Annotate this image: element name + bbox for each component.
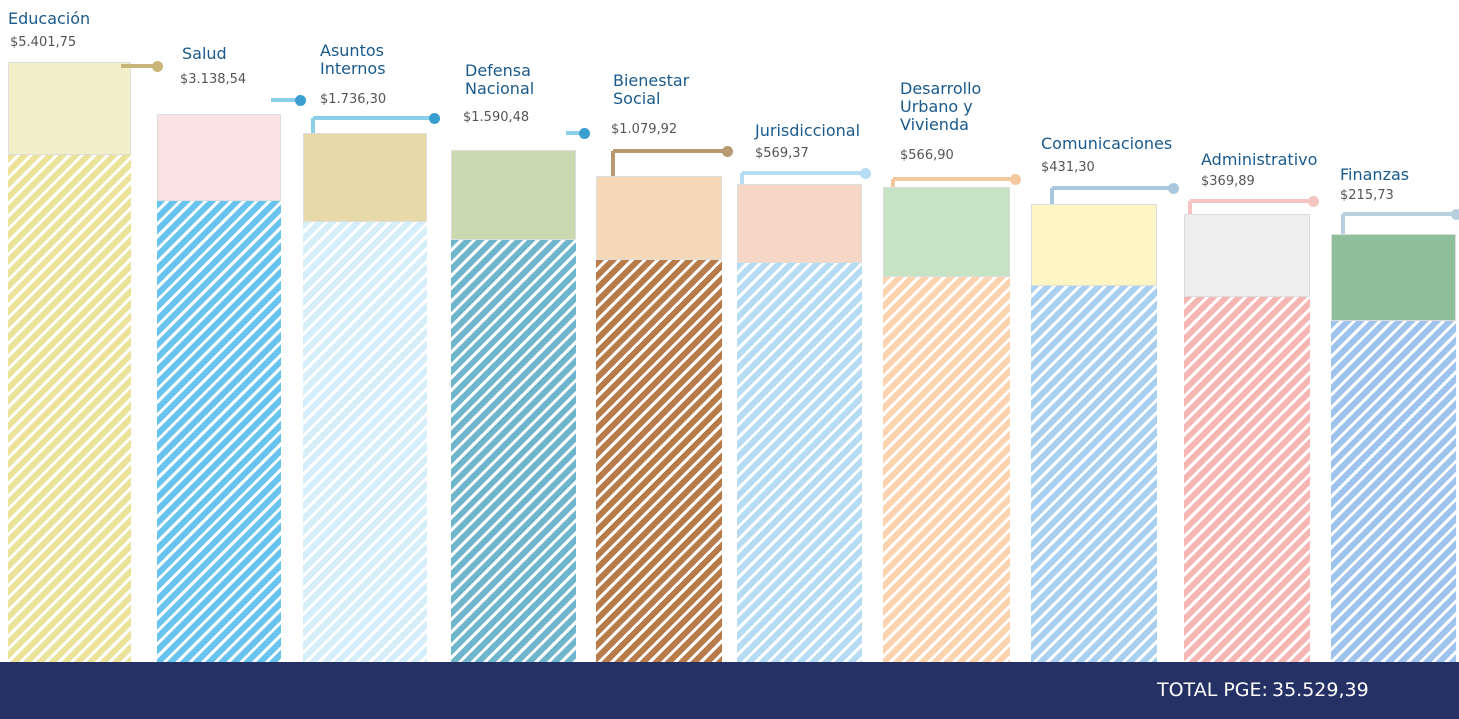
bar (596, 260, 722, 662)
category-amount: $1.079,92 (611, 122, 677, 137)
connector (891, 179, 895, 187)
bar (737, 263, 862, 662)
illustration (157, 114, 281, 201)
category-amount: $431,30 (1041, 160, 1095, 175)
illustration (303, 133, 427, 222)
connector (313, 116, 433, 120)
illustration (1031, 204, 1157, 286)
connector-dot (722, 146, 733, 157)
total-value: 35.529,39 (1272, 679, 1369, 701)
connector (311, 118, 315, 133)
connector-dot (1010, 174, 1021, 185)
category-name: Defensa Nacional (465, 62, 565, 98)
connector (611, 151, 615, 176)
category-amount: $369,89 (1201, 174, 1255, 189)
connector-dot (152, 61, 163, 72)
footer: TOTAL PGE: 35.529,39 (0, 662, 1459, 719)
category-name: Desarrollo Urbano y Vivienda (900, 80, 1010, 134)
category-name: Administrativo (1201, 151, 1321, 169)
connector-dot (1168, 183, 1179, 194)
bar (303, 222, 427, 662)
category-amount: $1.590,48 (463, 110, 529, 125)
connector (1341, 214, 1345, 234)
category-name: Salud (182, 45, 282, 63)
category-amount: $569,37 (755, 146, 809, 161)
category-name: Bienestar Social (613, 72, 713, 108)
bar (1184, 297, 1310, 662)
connector-dot (429, 113, 440, 124)
category-amount: $5.401,75 (10, 35, 76, 50)
bar (1331, 321, 1456, 662)
total-label: TOTAL PGE: (1157, 679, 1268, 701)
category-amount: $1.736,30 (320, 92, 386, 107)
connector-dot (295, 95, 306, 106)
connector (1190, 199, 1312, 203)
illustration (596, 176, 722, 260)
category-name: Finanzas (1340, 166, 1440, 184)
bar (1031, 286, 1157, 662)
illustration (8, 62, 131, 155)
bar (8, 155, 131, 662)
connector (742, 171, 864, 175)
connector-dot (1308, 196, 1319, 207)
connector (1052, 186, 1172, 190)
illustration (1331, 234, 1456, 321)
illustration (1184, 214, 1310, 297)
connector (740, 173, 744, 184)
infographic: TOTAL PGE: 35.529,39 Educación $5.401,75 S… (0, 0, 1459, 719)
connector (1050, 188, 1054, 204)
category-amount: $215,73 (1340, 188, 1394, 203)
category-name: Jurisdiccional (755, 122, 875, 140)
connector (121, 64, 156, 68)
category-name: Educación (8, 10, 148, 28)
bar (451, 240, 576, 662)
connector (1343, 212, 1455, 216)
illustration (883, 187, 1010, 277)
category-amount: $566,90 (900, 148, 954, 163)
illustration (737, 184, 862, 263)
connector (613, 149, 726, 153)
category-name: Asuntos Internos (320, 42, 420, 78)
category-name: Comunicaciones (1041, 135, 1191, 153)
illustration (451, 150, 576, 240)
connector-dot (1451, 209, 1459, 220)
connector-dot (579, 128, 590, 139)
connector (893, 177, 1014, 181)
connector-dot (860, 168, 871, 179)
connector (1188, 201, 1192, 214)
bar (157, 201, 281, 662)
category-amount: $3.138,54 (180, 72, 246, 87)
bar (883, 277, 1010, 662)
